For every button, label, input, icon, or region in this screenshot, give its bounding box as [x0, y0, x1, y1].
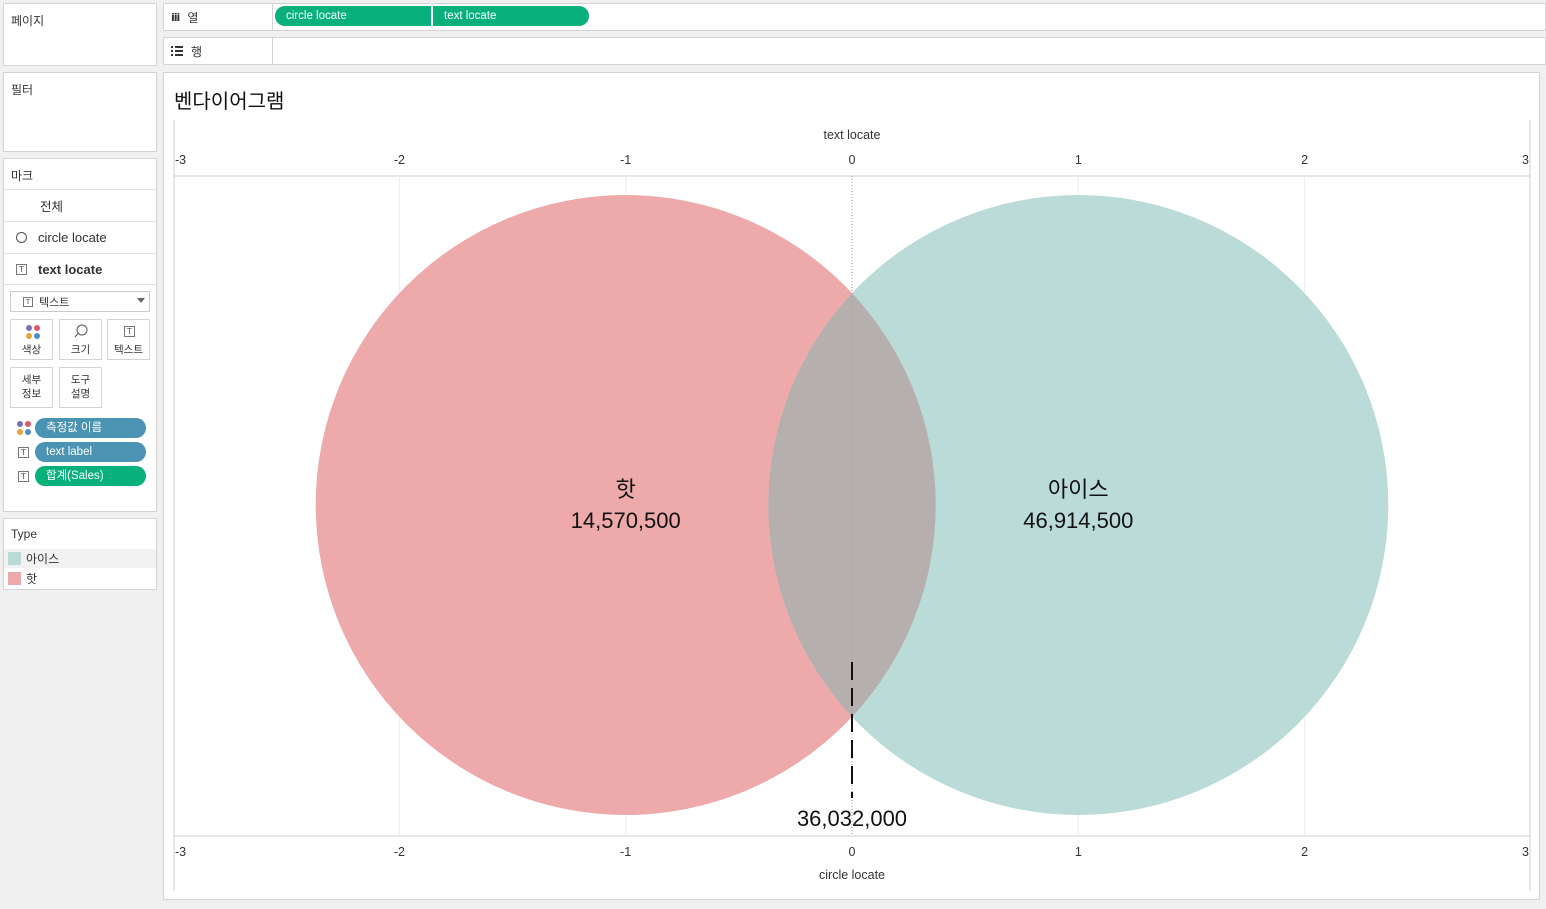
marks-all-tab[interactable]: 전체 — [4, 189, 156, 221]
bottom-tick-label: -2 — [394, 845, 405, 859]
marks-title: 마크 — [11, 169, 34, 183]
size-button-label: 크기 — [70, 344, 91, 356]
tooltip-button-label: 도구 설명 — [70, 374, 91, 400]
bottom-tick-label: -1 — [620, 845, 631, 859]
legend-swatch — [8, 572, 21, 585]
bottom-tick-label: 0 — [849, 845, 856, 859]
hot-value-label: 14,570,500 — [571, 508, 681, 533]
measure-names-pill[interactable]: 측정값 이름 — [35, 418, 146, 438]
columns-shelf[interactable]: iii 열 circle locate text locate — [163, 3, 1546, 31]
ice-value-label: 46,914,500 — [1023, 508, 1133, 533]
color-icon — [26, 325, 40, 339]
top-tick-label: 1 — [1075, 153, 1082, 167]
bottom-tick-label: 2 — [1301, 845, 1308, 859]
marks-all-label: 전체 — [40, 199, 64, 214]
text-field-icon: T — [18, 471, 29, 482]
legend-swatch — [8, 552, 21, 565]
marks-card: 마크 전체 circle locate T text locate T 텍스트 … — [3, 158, 157, 512]
ice-name-label: 아이스 — [1048, 478, 1109, 503]
bottom-tick-label: -3 — [175, 845, 186, 859]
marks-layer-text-locate[interactable]: T text locate — [4, 253, 156, 285]
columns-shelf-label: iii 열 — [164, 4, 273, 30]
bottom-tick-label: 1 — [1075, 845, 1082, 859]
hot-name-label: 핫 — [616, 478, 636, 503]
intersection-value-label: 36,032,000 — [797, 806, 907, 831]
legend-item[interactable]: 핫 — [4, 569, 156, 588]
mark-type-value: 텍스트 — [39, 295, 70, 309]
text-mark-icon: T — [23, 296, 33, 307]
rows-shelf-label: 행 — [164, 38, 273, 64]
overlap-region[interactable] — [768, 293, 936, 717]
hot-circle[interactable] — [315, 195, 936, 815]
color-button-label: 색상 — [21, 344, 42, 356]
size-button[interactable]: 크기 — [59, 319, 102, 360]
color-field-icon — [17, 421, 31, 435]
text-label-pill[interactable]: text label — [35, 442, 146, 462]
text-field-icon: T — [18, 447, 29, 458]
layer-label: text locate — [38, 261, 103, 277]
rows-label-text: 행 — [191, 44, 203, 59]
marks-layer-circle-locate[interactable]: circle locate — [4, 221, 156, 253]
color-button[interactable]: 색상 — [10, 319, 53, 360]
pages-title: 페이지 — [11, 14, 45, 28]
circle-mark-icon — [16, 232, 27, 243]
rows-icon — [171, 46, 183, 56]
layer-label: circle locate — [38, 230, 107, 245]
chart-title: 벤다이어그램 — [174, 89, 285, 113]
top-tick-label: -1 — [620, 153, 631, 167]
top-tick-label: -3 — [175, 153, 186, 167]
legend-label: 핫 — [26, 572, 38, 586]
column-pill-circle-locate[interactable]: circle locate — [275, 6, 431, 26]
filters-panel[interactable]: 필터 — [3, 72, 157, 152]
text-mark-icon: T — [16, 263, 27, 275]
legend-panel: Type 아이스 핫 — [3, 518, 157, 590]
mark-type-dropdown[interactable]: T 텍스트 — [10, 291, 150, 312]
tooltip-button[interactable]: 도구 설명 — [59, 367, 102, 408]
chevron-down-icon — [137, 298, 145, 303]
detail-button-label: 세부 정보 — [21, 374, 42, 400]
bottom-tick-label: 3 — [1522, 845, 1529, 859]
column-pill-text-locate[interactable]: text locate — [433, 6, 589, 26]
columns-label-text: 열 — [187, 10, 199, 25]
rows-shelf[interactable]: 행 — [163, 37, 1546, 65]
top-axis-title: text locate — [823, 128, 881, 142]
ice-circle[interactable] — [768, 195, 1389, 815]
text-icon: T — [124, 326, 135, 337]
pages-panel[interactable]: 페이지 — [3, 3, 157, 66]
top-tick-label: 2 — [1301, 153, 1308, 167]
text-button-label: 텍스트 — [114, 344, 143, 356]
top-tick-label: 0 — [849, 153, 856, 167]
text-button[interactable]: T 텍스트 — [107, 319, 150, 360]
size-icon — [74, 324, 88, 338]
detail-button[interactable]: 세부 정보 — [10, 367, 53, 408]
filters-title: 필터 — [11, 83, 34, 97]
bottom-axis-title: circle locate — [819, 868, 885, 882]
top-tick-label: -2 — [394, 153, 405, 167]
legend-title: Type — [11, 527, 38, 541]
legend-item[interactable]: 아이스 — [4, 549, 156, 568]
legend-label: 아이스 — [26, 552, 60, 566]
sum-sales-pill[interactable]: 합계(Sales) — [35, 466, 146, 486]
columns-icon: iii — [171, 10, 180, 24]
top-tick-label: 3 — [1522, 153, 1529, 167]
